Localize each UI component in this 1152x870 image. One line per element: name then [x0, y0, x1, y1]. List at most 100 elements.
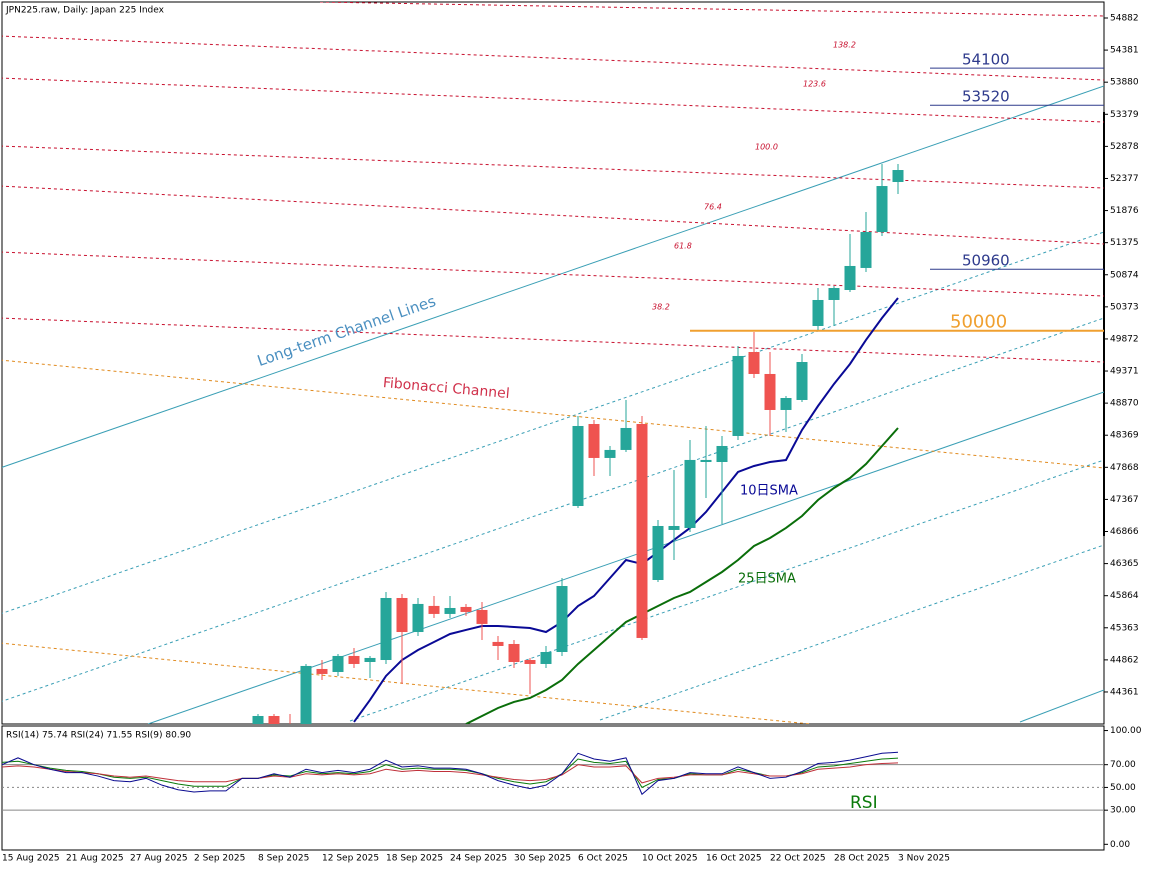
x-tick-label: 2 Sep 2025	[194, 854, 245, 864]
y-tick-label: 54882	[1110, 14, 1139, 24]
fib-label: 100.0	[755, 143, 778, 152]
x-tick-label: 10 Oct 2025	[642, 854, 698, 864]
channel-line	[2, 317, 1104, 702]
fib-line	[2, 317, 1104, 363]
candle-body	[684, 459, 696, 528]
y-tick-label: 48870	[1110, 399, 1139, 409]
annotation: Fibonacci Channel	[382, 375, 510, 402]
fib-line	[2, 77, 1104, 123]
y-tick-label: 52377	[1110, 174, 1139, 184]
level-label: 53520	[962, 88, 1010, 106]
series-label: 25日SMA	[738, 572, 796, 587]
y-tick-label: 46866	[1110, 527, 1139, 537]
candle-body	[796, 362, 808, 400]
candle-body	[412, 603, 424, 633]
fib-line	[2, 251, 1104, 297]
level-label: 50960	[962, 252, 1010, 270]
fib-channel-line	[2, 359, 1104, 469]
annotation: Long-term Channel Lines	[255, 292, 438, 370]
channel-line	[1019, 689, 1104, 723]
candle-body	[540, 651, 552, 664]
x-tick-label: 15 Aug 2025	[2, 854, 60, 864]
candle-body	[764, 373, 776, 410]
y-tick-label: 44862	[1110, 655, 1139, 665]
y-tick-label: 50373	[1110, 302, 1139, 312]
candle-body	[316, 668, 328, 674]
candle-body	[396, 597, 408, 633]
candle-body	[556, 586, 568, 652]
candle-body	[620, 427, 632, 450]
candle-body	[652, 525, 664, 580]
candle-body	[828, 288, 840, 300]
fib-line	[319, 2, 1104, 17]
fib-line	[2, 35, 1104, 81]
y-tick-label: 52878	[1110, 142, 1139, 152]
candle-body	[524, 660, 536, 664]
y-tick-label: 100.00	[1110, 726, 1142, 736]
rsi-plot	[2, 751, 1104, 811]
candle-body	[492, 641, 504, 646]
y-tick-label: 50.00	[1110, 783, 1136, 793]
y-tick-label: 49371	[1110, 367, 1139, 377]
x-tick-label: 3 Nov 2025	[898, 854, 950, 864]
candle-body	[476, 609, 488, 624]
fib-label: 123.6	[803, 80, 826, 89]
rsi-line	[2, 751, 899, 796]
candle-body	[572, 425, 584, 507]
rsi-title: RSI(14) 75.74 RSI(24) 71.55 RSI(9) 80.90	[6, 731, 191, 741]
y-tick-label: 48369	[1110, 431, 1139, 441]
main-plot	[252, 67, 1104, 724]
candle-body	[892, 170, 904, 182]
candle-body	[252, 715, 264, 724]
rsi-line	[2, 762, 899, 784]
x-tick-label: 22 Oct 2025	[770, 854, 826, 864]
candle-body	[300, 665, 312, 724]
y-tick-label: 53379	[1110, 110, 1139, 120]
sma-line	[465, 427, 899, 724]
candle-body	[876, 186, 888, 233]
channel-line	[349, 459, 1104, 722]
candle-body	[844, 265, 856, 290]
y-tick-label: 45864	[1110, 591, 1139, 601]
candle-body	[748, 352, 760, 374]
candle-body	[588, 424, 600, 458]
x-tick-label: 8 Sep 2025	[258, 854, 309, 864]
main-panel	[1, 1, 1105, 725]
y-tick-label: 46365	[1110, 559, 1139, 569]
level-label: 54100	[962, 51, 1010, 69]
y-tick-label: 51375	[1110, 238, 1139, 248]
candle-body	[780, 398, 792, 410]
candle-body	[428, 605, 440, 614]
candle-body	[860, 232, 872, 268]
rsi-panel	[1, 725, 1105, 851]
candle-body	[348, 655, 360, 664]
y-tick-label: 50874	[1110, 270, 1139, 280]
x-tick-label: 27 Aug 2025	[130, 854, 188, 864]
fib-line	[2, 185, 1104, 245]
candle-body	[716, 445, 728, 462]
candle-body	[668, 525, 680, 530]
candle-body	[444, 607, 456, 614]
x-tick-label: 16 Oct 2025	[706, 854, 762, 864]
fib-line	[2, 145, 1104, 189]
candle-body	[636, 424, 648, 638]
candle-body	[700, 459, 712, 462]
y-tick-label: 0.00	[1110, 840, 1130, 850]
x-tick-label: 30 Sep 2025	[514, 854, 571, 864]
candle-body	[732, 355, 744, 436]
level-label: 50000	[950, 312, 1007, 333]
x-tick-label: 18 Sep 2025	[386, 854, 443, 864]
y-tick-label: 70.00	[1110, 760, 1136, 770]
y-tick-label: 47367	[1110, 495, 1139, 505]
candle-body	[364, 657, 376, 662]
fib-label: 61.8	[674, 242, 692, 251]
candle-body	[380, 597, 392, 661]
y-tick-label: 51876	[1110, 206, 1139, 216]
candle-body	[604, 449, 616, 458]
y-tick-label: 53880	[1110, 78, 1139, 88]
fib-label: 38.2	[652, 303, 670, 312]
fib-label: 138.2	[833, 41, 856, 50]
y-tick-label: 47868	[1110, 463, 1139, 473]
